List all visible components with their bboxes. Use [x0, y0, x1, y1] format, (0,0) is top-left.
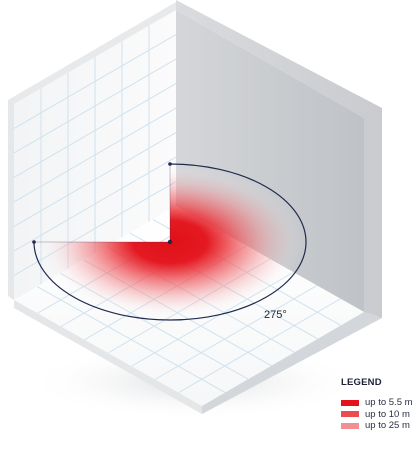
- legend-swatch-far: [341, 422, 359, 429]
- grid-line: [14, 156, 176, 252]
- floor-front-left: [14, 300, 202, 414]
- legend-title: LEGEND: [341, 377, 382, 388]
- left-wall-side: [8, 100, 14, 300]
- sensor-icon: [167, 239, 173, 245]
- legend-item-far: up to 25 m: [341, 420, 420, 432]
- grid-line: [14, 132, 176, 227]
- right-wall: [176, 10, 364, 312]
- arc-end-marker: [32, 240, 36, 244]
- grid-line: [14, 107, 176, 203]
- angle-label: 275°: [264, 309, 287, 321]
- legend-label-mid: up to 10 m: [365, 408, 410, 420]
- legend-item-near: up to 5.5 m: [341, 397, 420, 409]
- legend-label-far: up to 25 m: [365, 420, 410, 432]
- floor-front-right: [202, 312, 382, 414]
- grid-line: [154, 285, 318, 380]
- legend: LEGEND up to 5.5 m up to 10 m up to 25 m: [341, 377, 420, 432]
- grid-line: [178, 298, 341, 394]
- legend-swatch-mid: [341, 411, 359, 418]
- grid-line: [14, 83, 176, 178]
- legend-label-near: up to 5.5 m: [365, 397, 413, 409]
- right-wall-edge: [176, 0, 382, 318]
- legend-swatch-near: [341, 399, 359, 406]
- grid-line: [14, 58, 176, 154]
- legend-item-mid: up to 10 m: [341, 409, 420, 421]
- arc-start-marker: [168, 162, 172, 166]
- left-wall-top: [8, 2, 176, 104]
- coverage-arc: [33, 163, 307, 321]
- grid-line: [14, 34, 176, 129]
